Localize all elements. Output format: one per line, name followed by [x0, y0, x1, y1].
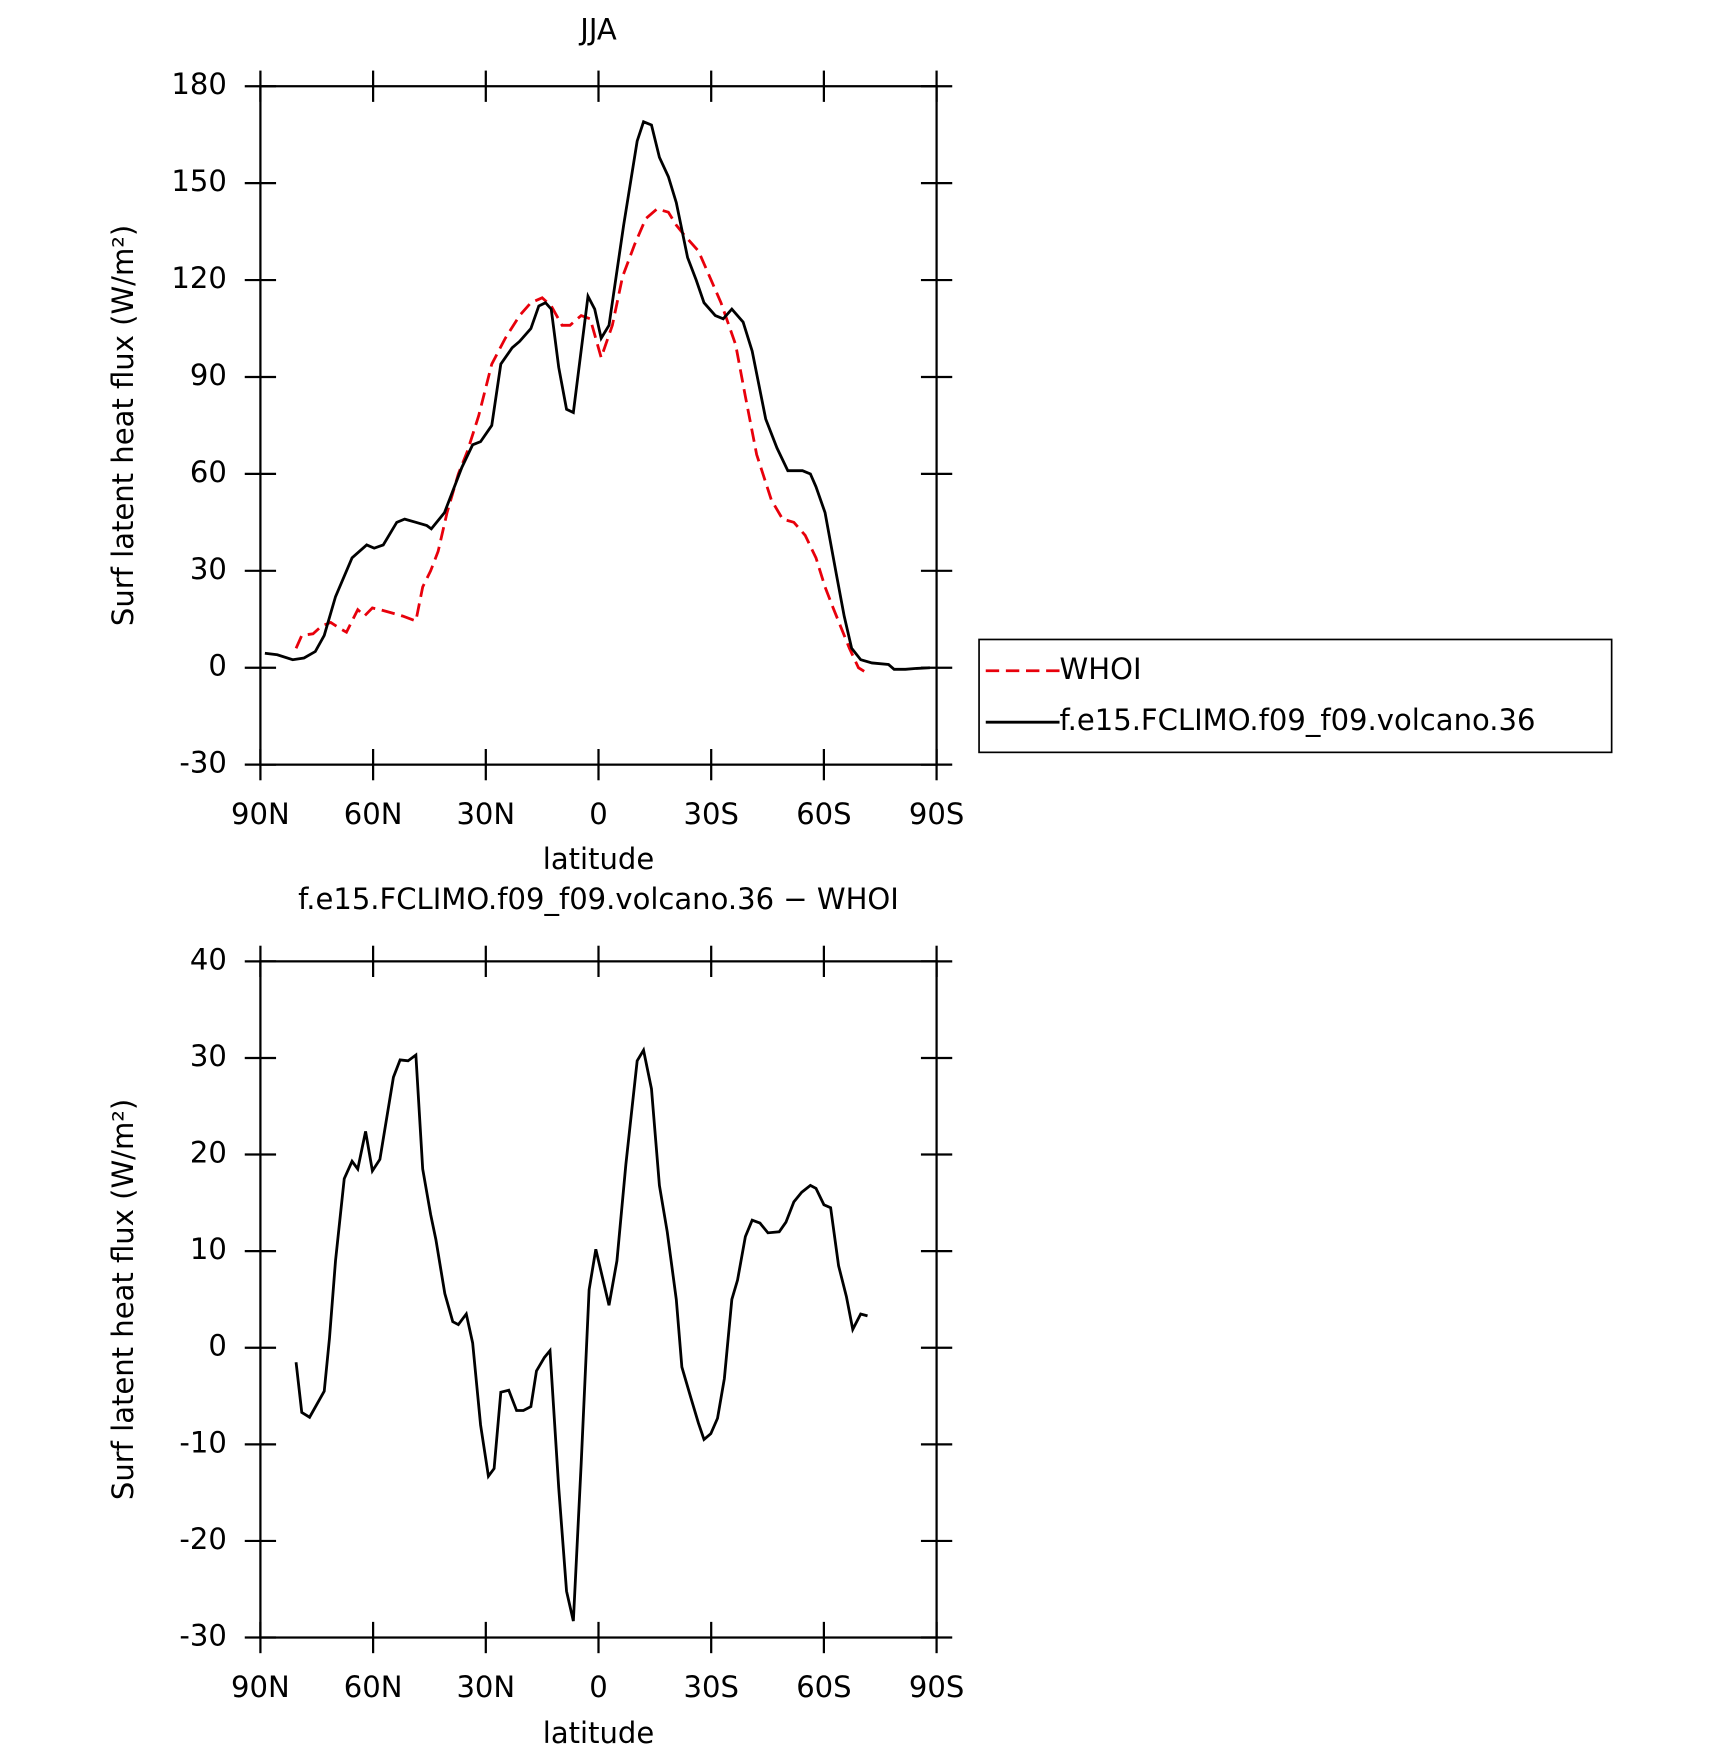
- x-tick-label: 90N: [231, 1670, 290, 1704]
- y-tick-label: 30: [190, 552, 227, 586]
- y-axis-label: Surf latent heat flux (W/m²): [106, 1099, 140, 1500]
- data-line: [264, 119, 930, 671]
- y-tick-label: 120: [171, 261, 226, 295]
- x-tick-label: 60N: [344, 1670, 403, 1704]
- x-tick-label: 30N: [456, 1670, 515, 1704]
- plot-frame: [259, 960, 938, 1639]
- y-tick-label: 30: [190, 1039, 227, 1073]
- y-tick-label: 20: [190, 1136, 227, 1170]
- x-tick-label: 60N: [344, 797, 403, 831]
- x-tick-label: 30N: [456, 797, 515, 831]
- y-tick-label: 40: [190, 942, 227, 976]
- y-tick-label: 10: [190, 1232, 227, 1266]
- data-line: [294, 1046, 868, 1622]
- x-axis-label: latitude: [543, 1716, 654, 1745]
- x-axis-label: latitude: [543, 842, 654, 876]
- x-tick-label: 30S: [683, 1670, 738, 1704]
- legend-label: f.e15.FCLIMO.f09_f09.volcano.36: [1060, 703, 1536, 737]
- x-tick-label: 0: [589, 1670, 607, 1704]
- y-tick-label: 90: [190, 358, 227, 392]
- x-tick-label: 90N: [231, 797, 290, 831]
- y-tick-label: 0: [208, 649, 226, 683]
- y-axis-label: Surf latent heat flux (W/m²): [106, 225, 140, 626]
- chart-title: f.e15.FCLIMO.f09_f09.volcano.36 − WHOI: [298, 882, 899, 916]
- data-line: [294, 207, 868, 674]
- legend-label: WHOI: [1060, 652, 1142, 686]
- x-tick-label: 30S: [683, 797, 738, 831]
- y-tick-label: -10: [179, 1425, 226, 1459]
- chart-title: JJA: [578, 12, 617, 46]
- y-tick-label: 0: [208, 1329, 226, 1363]
- x-tick-label: 0: [589, 797, 607, 831]
- y-tick-label: -30: [179, 1619, 226, 1653]
- y-tick-label: 180: [171, 67, 226, 101]
- x-tick-label: 90S: [909, 1670, 964, 1704]
- x-tick-label: 60S: [796, 797, 851, 831]
- plot-frame: [259, 85, 938, 766]
- x-tick-label: 90S: [909, 797, 964, 831]
- y-tick-label: -30: [179, 746, 226, 780]
- y-tick-label: 150: [171, 164, 226, 198]
- legend-box: [978, 638, 1613, 754]
- y-tick-label: 60: [190, 455, 227, 489]
- y-tick-label: -20: [179, 1522, 226, 1556]
- x-tick-label: 60S: [796, 1670, 851, 1704]
